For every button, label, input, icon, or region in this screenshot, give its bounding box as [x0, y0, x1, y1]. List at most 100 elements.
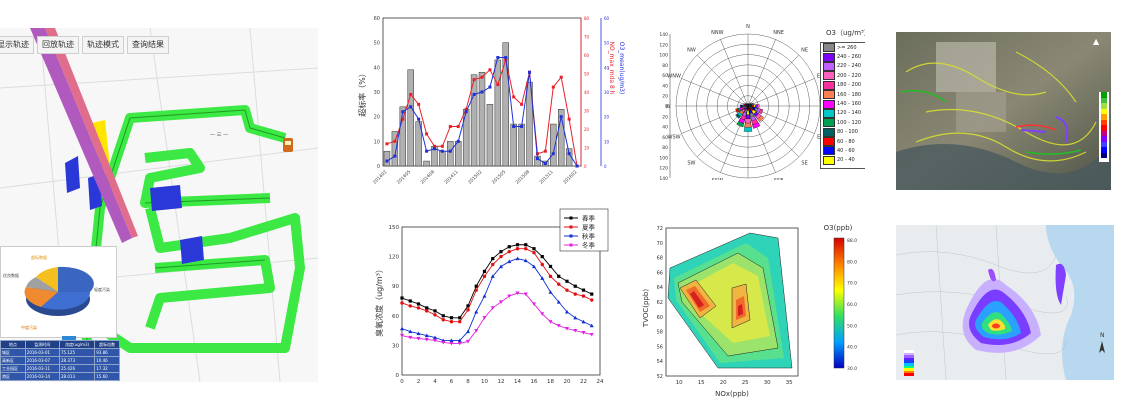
y-tick-label-right2: 30 — [604, 90, 610, 95]
x-tick-label: 8 — [466, 379, 470, 385]
legend-swatch — [823, 155, 835, 165]
direction-label: SSW — [712, 178, 723, 180]
data-point — [457, 338, 462, 343]
data-point — [401, 117, 405, 121]
y-tick-label: 54 — [657, 359, 663, 365]
data-point — [575, 164, 579, 168]
legend-swatch — [823, 80, 835, 90]
data-point — [515, 247, 520, 251]
line-series — [400, 243, 594, 346]
isopleth-panel: TVOC(ppb) NOx(ppb) 10 15 20 25 30 35 52 54 56 58 6… — [638, 218, 870, 400]
direction-label: WSW — [668, 135, 681, 141]
series-line — [401, 292, 592, 344]
data-point — [565, 327, 569, 331]
satellite-map[interactable]: ▲ — [896, 32, 1111, 190]
data-point — [543, 149, 547, 153]
series-line — [401, 258, 592, 341]
isopleth-chart[interactable]: TVOC(ppb) NOx(ppb) 10 15 20 25 30 35 52 54 56 58 6… — [638, 218, 870, 400]
x-tick-label: 201411 — [443, 169, 459, 185]
scale-swatch — [904, 350, 914, 353]
data-point — [441, 314, 445, 318]
table-row[interactable]: 城区 2016-03-01 75.125 93.86 — [0, 348, 120, 357]
wind-petal-segment — [745, 105, 749, 108]
y-tick-label: 10 — [374, 139, 380, 145]
x-tick-label: 201405 — [396, 169, 412, 185]
exceedance-chart[interactable]: 超标率（%） NO_max_mda 8 h O3_mean(ug/m3) 0 10… — [355, 8, 625, 198]
table-row[interactable]: 工业园区 2016-03-11 25.426 17.32 — [0, 364, 120, 373]
regional-map[interactable]: N — [896, 225, 1114, 380]
concentration-field — [962, 263, 1066, 353]
data-point — [440, 144, 444, 148]
colorbar-tick-label: 60.0 — [847, 302, 857, 308]
y-tick-label-right: 20 — [584, 127, 590, 132]
data-point — [416, 302, 421, 306]
pollution-column — [30, 28, 132, 243]
data-point — [393, 139, 397, 143]
bar — [478, 72, 486, 167]
x-tick-label: 18 — [547, 379, 554, 385]
legend-swatch — [823, 71, 835, 81]
data-point — [480, 90, 484, 94]
data-point — [416, 331, 421, 336]
legend-swatch — [823, 43, 835, 53]
data-point — [499, 250, 503, 254]
data-point — [490, 274, 495, 278]
vehicle-icon[interactable] — [283, 138, 293, 152]
legend-label: 60 - 80 — [837, 138, 855, 145]
data-point — [504, 55, 508, 59]
y-tick-label: 20 — [374, 115, 380, 121]
table-row[interactable]: 港区 2016-03-14 28.013 15.60 — [0, 372, 120, 381]
grid-spoke — [747, 78, 815, 107]
scale-swatch — [904, 365, 914, 369]
tab-replay-track[interactable]: 回放轨迹 — [37, 36, 79, 54]
data-point — [458, 316, 462, 320]
legend-label: 春季 — [582, 214, 596, 223]
radial-tick-label: 40 — [662, 125, 668, 131]
y-axis-label-right: NO_max_mda 8 h — [608, 41, 615, 94]
pie-chart[interactable]: 优良数据 超标数据 轻度污染 中度污染 — [1, 247, 116, 337]
bar — [455, 141, 462, 167]
data-point — [408, 299, 412, 303]
radial-tick-label: 100 — [659, 155, 668, 161]
bar — [407, 69, 414, 167]
data-point — [400, 326, 404, 331]
series-line — [401, 248, 592, 323]
scale-swatch — [1101, 119, 1107, 125]
y-axis-label-right2: O3_mean(ug/m3) — [618, 42, 625, 95]
tab-track-mode[interactable]: 轨迹模式 — [82, 36, 124, 54]
data-point — [491, 262, 495, 267]
scale-swatch — [904, 362, 914, 366]
legend-item: 180 - 200 — [821, 80, 865, 90]
data-point — [449, 338, 454, 343]
legend-item: 80 - 100 — [821, 127, 865, 137]
legend-item: 120 - 140 — [821, 108, 865, 118]
data-point — [573, 315, 578, 320]
wind-petal-segment — [747, 105, 749, 111]
y-tick-label-right: 40 — [584, 90, 590, 95]
x-tick-label: 20 — [720, 380, 727, 386]
data-point — [417, 117, 421, 121]
data-point — [523, 258, 528, 263]
legend-swatch — [823, 137, 835, 147]
legend-item: 240 - 260 — [821, 52, 865, 62]
table-row[interactable]: 高新区 2016-03-07 28.373 10.46 — [0, 356, 120, 365]
data-point — [515, 243, 520, 247]
scale-swatch — [904, 355, 914, 358]
wind-rose-chart[interactable]: NNNENEENEEESESESSESSSWSWWSWWWNWNWNNW1401… — [640, 8, 865, 180]
legend-label: 140 - 160 — [837, 101, 862, 108]
legend-label: 120 - 140 — [837, 110, 862, 117]
tab-show-track[interactable]: 显示轨迹 — [0, 36, 34, 54]
pie-label: 优良数据 — [3, 272, 19, 278]
colorbar-title: O3(ppb) — [824, 224, 853, 232]
bar — [557, 109, 565, 167]
x-tick-label: 20 — [564, 379, 571, 385]
scale-swatch — [1101, 92, 1107, 98]
table-cell: 2016-03-07 — [24, 356, 61, 365]
data-point — [385, 159, 389, 163]
tab-query-results[interactable]: 查询结果 — [127, 36, 169, 54]
radial-tick-label: 40 — [662, 83, 668, 89]
y-tick-label-right2: 50 — [604, 41, 610, 46]
data-point — [416, 306, 421, 310]
bar — [415, 121, 422, 167]
